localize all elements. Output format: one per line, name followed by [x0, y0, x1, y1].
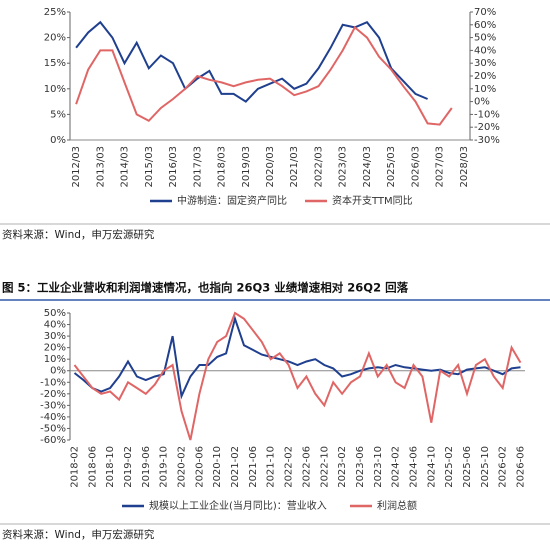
x-tick-label: 2028/03	[459, 146, 470, 188]
x-tick-label: 2025-10	[480, 446, 491, 488]
x-tick-label: 2022-02	[284, 446, 295, 488]
y-tick-label: -60%	[40, 435, 66, 446]
x-tick-label: 2025/03	[386, 146, 397, 188]
x-tick-label: 2021-02	[230, 446, 241, 488]
y-tick-label: 50%	[44, 308, 66, 319]
y2-tick-label: 10%	[474, 84, 496, 95]
y-tick-label: 0%	[50, 366, 66, 377]
y-tick-label: -50%	[40, 423, 66, 434]
x-tick-label: 2022/03	[313, 146, 324, 188]
source: 资料来源：Wind，申万宏源研究	[2, 228, 155, 241]
x-tick-label: 2020-10	[212, 446, 223, 488]
y2-tick-label: -10%	[474, 109, 500, 120]
y-tick-label: 0%	[50, 135, 66, 146]
series-line	[75, 20, 428, 103]
y-tick-label: 10%	[44, 84, 66, 95]
legend-label: 规模以上工业企业(当月同比)：营业收入	[149, 499, 327, 512]
x-tick-label: 2021/03	[289, 146, 300, 188]
x-tick-label: 2023/03	[338, 146, 349, 188]
x-tick-label: 2024-06	[408, 446, 419, 488]
x-tick-label: 2022-06	[301, 446, 312, 488]
x-tick-label: 2024-10	[426, 446, 437, 488]
y-tick-label: 5%	[50, 109, 66, 120]
x-tick-label: 2021-06	[248, 446, 259, 488]
x-tick-label: 2021-10	[266, 446, 277, 488]
x-tick-label: 2016/03	[168, 146, 179, 188]
y-tick-label: 25%	[44, 7, 66, 18]
y-tick-label: 30%	[44, 331, 66, 342]
x-tick-label: 2026/03	[410, 146, 421, 188]
x-tick-label: 2023-02	[337, 446, 348, 488]
y2-tick-label: 50%	[474, 33, 496, 44]
y-tick-label: 10%	[44, 354, 66, 365]
x-tick-label: 2017/03	[192, 146, 203, 188]
series-line	[75, 25, 453, 126]
x-tick-label: 2027/03	[435, 146, 446, 188]
x-tick-label: 2019-02	[123, 446, 134, 488]
x-tick-label: 2024-02	[391, 446, 402, 488]
series-line	[73, 311, 522, 441]
series-line	[73, 315, 521, 400]
x-tick-label: 2019-10	[159, 446, 170, 488]
x-tick-label: 2019/03	[241, 146, 252, 188]
x-tick-label: 2025-06	[462, 446, 473, 488]
source: 资料来源：Wind，申万宏源研究	[2, 528, 155, 541]
x-tick-label: 2019-06	[141, 446, 152, 488]
x-tick-label: 2020-02	[177, 446, 188, 488]
x-tick-label: 2020/03	[265, 146, 276, 188]
x-tick-label: 2023-10	[373, 446, 384, 488]
y2-tick-label: 60%	[474, 20, 496, 31]
x-tick-label: 2026-06	[516, 446, 527, 488]
y2-tick-label: 0%	[474, 97, 490, 108]
y2-tick-label: 20%	[474, 71, 496, 82]
y2-tick-label: 70%	[474, 7, 496, 18]
y2-tick-label: 30%	[474, 58, 496, 69]
x-tick-label: 2012/03	[71, 146, 82, 188]
y2-tick-label: 40%	[474, 45, 496, 56]
x-tick-label: 2018-02	[69, 446, 80, 488]
x-tick-label: 2023-06	[355, 446, 366, 488]
x-tick-label: 2018-10	[105, 446, 116, 488]
x-tick-label: 2022-10	[319, 446, 330, 488]
figure-title: 图 5：工业企业营收和利润增速情况，也指向 26Q3 业绩增速相对 26Q2 回…	[2, 281, 409, 295]
y-tick-label: -10%	[40, 377, 66, 388]
y-tick-label: 40%	[44, 320, 66, 331]
y-tick-label: -20%	[40, 389, 66, 400]
legend-label: 资本开支TTM同比	[332, 194, 413, 207]
y2-tick-label: -30%	[474, 135, 500, 146]
legend-label: 利润总额	[377, 499, 417, 512]
x-tick-label: 2024/03	[362, 146, 373, 188]
y-tick-label: 20%	[44, 33, 66, 44]
x-tick-label: 2013/03	[95, 146, 106, 188]
x-tick-label: 2015/03	[144, 146, 155, 188]
x-tick-label: 2018/03	[217, 146, 228, 188]
y-tick-label: -30%	[40, 400, 66, 411]
x-tick-label: 2020-06	[194, 446, 205, 488]
y2-tick-label: -20%	[474, 122, 500, 133]
legend-label: 中游制造：固定资产同比	[177, 194, 287, 207]
x-tick-label: 2018-06	[87, 446, 98, 488]
y-tick-label: -40%	[40, 412, 66, 423]
y-tick-label: 15%	[44, 58, 66, 69]
y-tick-label: 20%	[44, 343, 66, 354]
x-tick-label: 2026-02	[498, 446, 509, 488]
x-tick-label: 2025-02	[444, 446, 455, 488]
x-tick-label: 2014/03	[120, 146, 131, 188]
